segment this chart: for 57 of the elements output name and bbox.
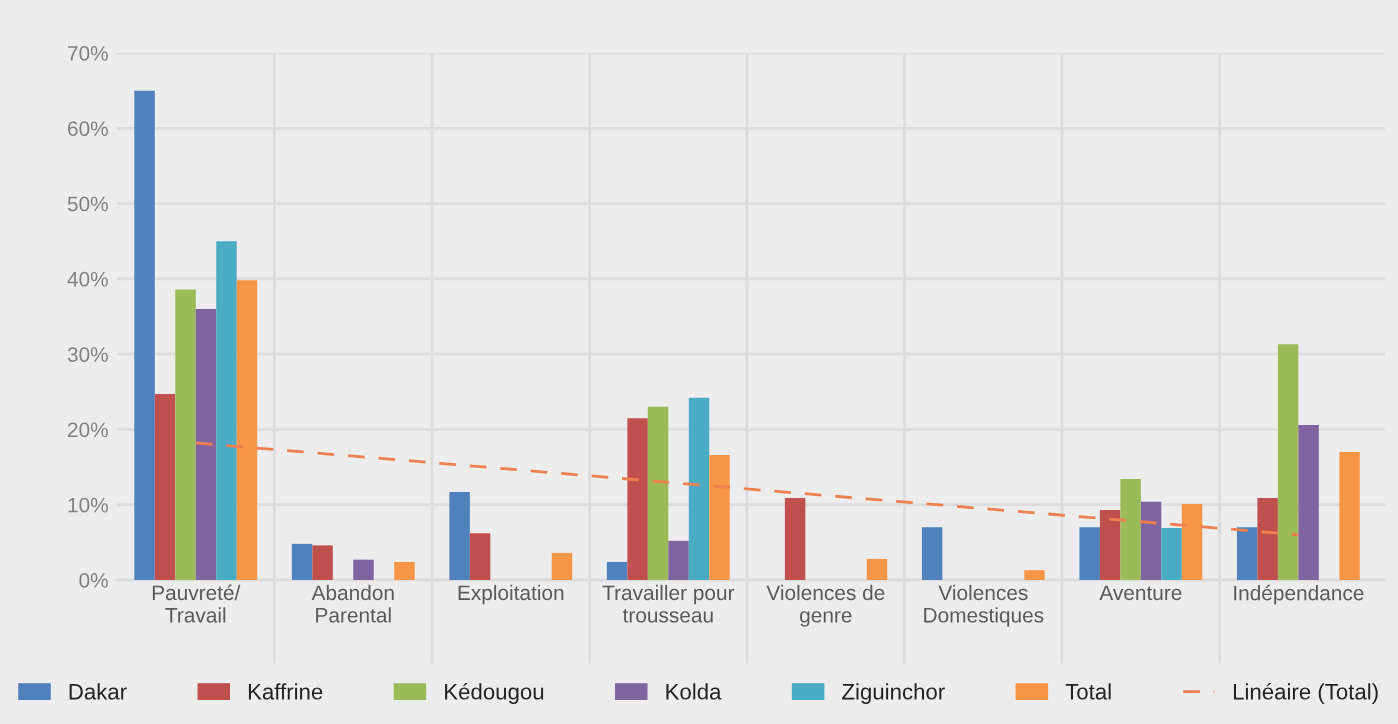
bar xyxy=(866,558,888,580)
legend-label: Kolda xyxy=(666,683,722,700)
y-tick-label: 50% xyxy=(67,196,108,212)
y-tick-label: 30% xyxy=(67,347,108,362)
bar xyxy=(154,394,176,580)
bar xyxy=(709,455,730,580)
x-tick-label: Pauvreté/ Travail xyxy=(152,584,241,623)
bar xyxy=(1181,503,1203,580)
bar xyxy=(394,561,415,580)
legend-label: Linéaire (Total) xyxy=(1233,683,1378,704)
x-tick-label: Aventure xyxy=(1099,585,1182,601)
bar xyxy=(1099,509,1121,580)
bar xyxy=(449,491,470,580)
x-tick-label: Violences de genre xyxy=(766,584,885,627)
x-tick-label: Exploitation xyxy=(458,584,564,605)
bar xyxy=(216,241,237,580)
bar xyxy=(195,308,217,580)
y-tick-label: 10% xyxy=(68,497,108,513)
bar xyxy=(1140,501,1162,580)
bar xyxy=(134,90,155,580)
bar xyxy=(921,527,943,580)
x-tick-label: Travailler pour trousseau xyxy=(602,584,735,623)
legend-label: Kaffrine xyxy=(248,683,323,700)
x-tick-label: Abandon Parental xyxy=(311,584,394,623)
bar xyxy=(668,540,689,580)
x-tick-label: Violences Domestiques xyxy=(924,584,1044,627)
bar xyxy=(236,280,258,580)
bar xyxy=(551,552,573,580)
bar xyxy=(647,406,669,580)
bar xyxy=(1120,479,1141,580)
legend-label: Total xyxy=(1065,683,1111,700)
bar xyxy=(1339,452,1360,580)
y-tick-label: 70% xyxy=(68,46,108,61)
bar xyxy=(353,559,374,580)
y-tick-label: 20% xyxy=(68,422,108,438)
legend-label: Ziguinchor xyxy=(842,683,945,704)
bar xyxy=(1024,570,1045,580)
bar xyxy=(784,497,806,580)
bar xyxy=(1236,527,1258,580)
bar xyxy=(688,397,710,580)
y-tick-label: 40% xyxy=(67,271,108,287)
legend-label: Dakar xyxy=(69,683,127,700)
bar xyxy=(175,289,196,580)
bar xyxy=(1079,527,1100,580)
bar xyxy=(291,543,313,580)
bar xyxy=(469,533,491,580)
bar xyxy=(312,545,333,580)
bar xyxy=(606,561,628,580)
x-tick-label: Indépendance xyxy=(1234,584,1364,605)
bar xyxy=(1257,497,1278,580)
y-tick-label: 60% xyxy=(68,121,108,137)
bar xyxy=(1161,528,1182,580)
bar xyxy=(1298,424,1319,580)
bar xyxy=(1277,344,1299,580)
legend-label: Kédougou xyxy=(445,683,544,704)
y-tick-label: 0% xyxy=(79,573,108,588)
bar xyxy=(627,418,648,580)
